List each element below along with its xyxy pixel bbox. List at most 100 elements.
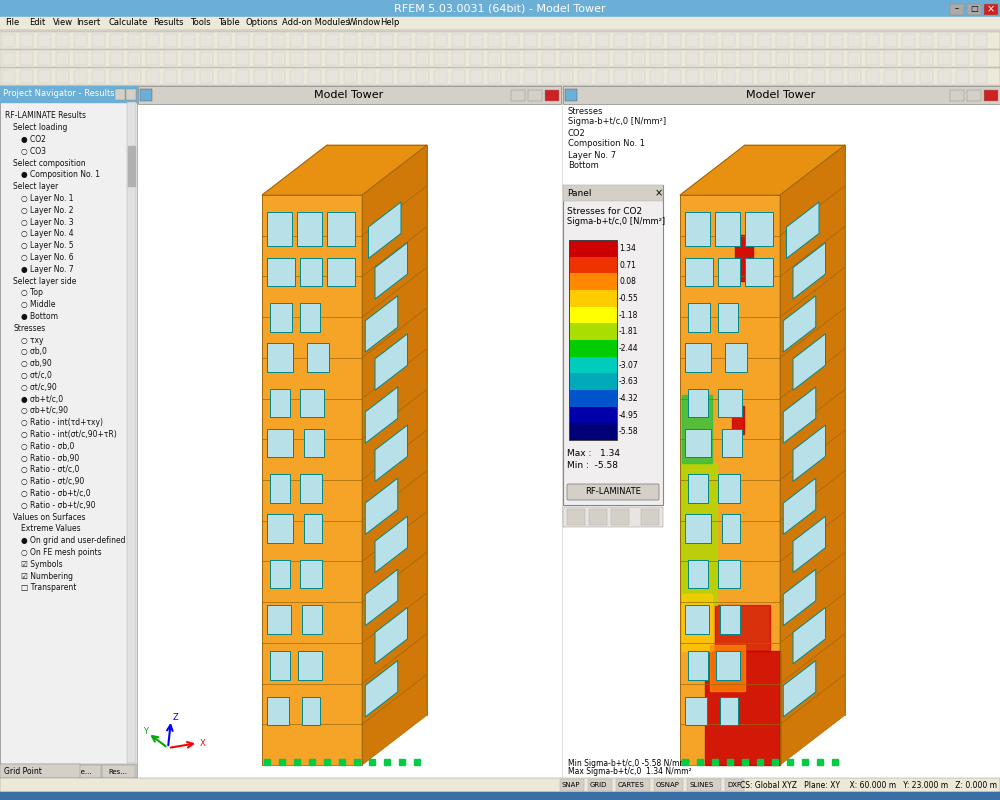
Bar	[164, 34, 177, 47]
Text: ○ Top: ○ Top	[21, 289, 43, 298]
Bar	[848, 70, 861, 83]
Bar	[290, 52, 303, 65]
Bar	[326, 70, 339, 83]
Bar	[560, 779, 584, 791]
Bar	[267, 697, 289, 725]
Bar	[732, 406, 744, 434]
Bar	[327, 258, 355, 286]
Bar	[902, 70, 915, 83]
Bar	[38, 70, 51, 83]
Bar	[685, 606, 709, 634]
Text: ○ Ratio - σb,0: ○ Ratio - σb,0	[21, 442, 74, 451]
Text: -3.63: -3.63	[619, 377, 639, 386]
Bar	[20, 34, 33, 47]
Bar	[682, 394, 712, 463]
Bar	[616, 779, 650, 791]
Bar	[506, 70, 519, 83]
Bar	[967, 90, 981, 101]
Text: ● Bottom: ● Bottom	[21, 312, 58, 321]
Text: Results: Results	[153, 18, 184, 27]
Bar	[20, 70, 33, 83]
Bar	[290, 70, 303, 83]
Bar	[956, 70, 969, 83]
Bar	[902, 34, 915, 47]
Polygon shape	[365, 570, 398, 626]
Bar	[758, 34, 771, 47]
Bar	[938, 70, 951, 83]
Polygon shape	[786, 202, 819, 258]
Polygon shape	[365, 661, 398, 717]
Polygon shape	[375, 242, 408, 299]
Bar	[128, 52, 141, 65]
Text: -2.44: -2.44	[619, 344, 639, 353]
Polygon shape	[262, 145, 427, 195]
Polygon shape	[362, 145, 427, 765]
Text: ● σb+t/c,0: ● σb+t/c,0	[21, 394, 63, 404]
Bar	[740, 70, 753, 83]
Polygon shape	[375, 516, 408, 573]
Bar	[722, 52, 735, 65]
Bar	[563, 104, 1000, 778]
Bar	[685, 514, 711, 542]
Text: Vie...: Vie...	[75, 769, 93, 774]
Bar	[470, 34, 483, 47]
Bar	[614, 34, 627, 47]
Bar	[164, 70, 177, 83]
Text: ● CO2: ● CO2	[21, 135, 46, 144]
Text: ○ σb,0: ○ σb,0	[21, 347, 47, 357]
Bar	[974, 70, 987, 83]
Text: CO2: CO2	[568, 129, 586, 138]
Text: ○ Layer No. 4: ○ Layer No. 4	[21, 230, 74, 238]
Text: -3.07: -3.07	[619, 361, 639, 370]
Text: ○ Ratio - σb,90: ○ Ratio - σb,90	[21, 454, 79, 462]
Bar	[704, 52, 717, 65]
Text: RF-LAMINATE: RF-LAMINATE	[585, 487, 641, 497]
Bar	[920, 34, 933, 47]
Bar	[272, 52, 285, 65]
Text: Y: Y	[143, 727, 148, 737]
Bar	[236, 70, 249, 83]
Bar	[740, 52, 753, 65]
Bar	[578, 52, 591, 65]
Bar	[0, 764, 80, 778]
Bar	[200, 52, 213, 65]
Polygon shape	[375, 425, 408, 482]
Bar	[688, 389, 708, 418]
Bar	[974, 34, 987, 47]
Bar	[569, 306, 617, 323]
Bar	[74, 34, 87, 47]
Bar	[725, 779, 744, 791]
Text: ○ Layer No. 5: ○ Layer No. 5	[21, 242, 74, 250]
Bar	[182, 34, 195, 47]
Bar	[126, 89, 136, 100]
Bar	[0, 86, 137, 778]
Bar	[682, 594, 712, 651]
Bar	[718, 258, 740, 286]
Text: ○ Ratio - σt/c,90: ○ Ratio - σt/c,90	[21, 478, 84, 486]
Bar	[434, 52, 447, 65]
Text: Add-on Modules: Add-on Modules	[282, 18, 350, 27]
Bar	[745, 212, 773, 246]
Bar	[254, 34, 267, 47]
Polygon shape	[783, 387, 816, 443]
Bar	[866, 52, 879, 65]
Bar	[236, 34, 249, 47]
Bar	[0, 68, 1000, 85]
Bar	[830, 70, 843, 83]
Bar	[300, 389, 324, 418]
Bar	[745, 258, 773, 286]
Text: DXF: DXF	[727, 782, 741, 788]
Bar	[416, 52, 429, 65]
Bar	[236, 52, 249, 65]
Bar	[128, 70, 141, 83]
Bar	[128, 146, 135, 186]
Bar	[326, 34, 339, 47]
Text: ○ Ratio - σt/c,0: ○ Ratio - σt/c,0	[21, 466, 79, 474]
Bar	[668, 70, 681, 83]
Bar	[308, 70, 321, 83]
Text: ○ σb+t/c,90: ○ σb+t/c,90	[21, 406, 68, 415]
Polygon shape	[365, 387, 398, 443]
Bar	[688, 303, 710, 332]
Bar	[146, 52, 159, 65]
Bar	[488, 52, 501, 65]
